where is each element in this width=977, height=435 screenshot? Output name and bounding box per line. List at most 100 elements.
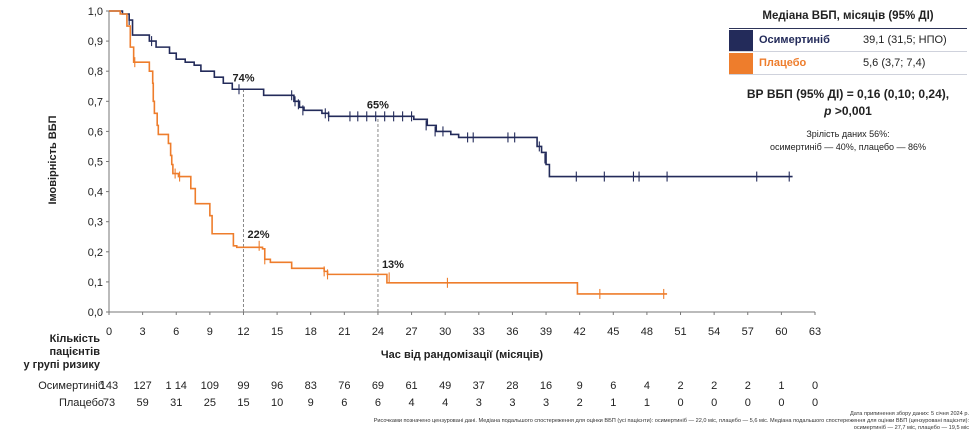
reference-annotation: 22%	[247, 229, 269, 241]
risk-value: 2	[677, 380, 683, 392]
y-tick-label: 0,4	[88, 187, 103, 199]
osimertinib-curve	[109, 10, 793, 178]
hr-line-1: ВР ВБП (95% ДІ) = 0,16 (0,10; 0,24),	[746, 87, 950, 101]
y-tick-label: 1,0	[88, 6, 103, 18]
placebo-curve	[109, 10, 668, 295]
risk-row-label: Осимертиніб	[38, 380, 104, 392]
risk-value: 1 14	[166, 380, 187, 392]
hr-p-value: >0,001	[831, 104, 872, 118]
risk-value: 16	[540, 380, 552, 392]
x-tick-label: 60	[775, 326, 787, 338]
x-tick-label: 39	[540, 326, 552, 338]
x-tick-label: 21	[338, 326, 350, 338]
legend-value-osimertinib: 39,1 (31,5; НПО)	[863, 34, 947, 46]
risk-value: 9	[308, 397, 314, 409]
risk-value: 109	[201, 380, 219, 392]
legend-value-placebo: 5,6 (3,7; 7,4)	[863, 57, 926, 69]
risk-value: 2	[577, 397, 583, 409]
data-maturity: Зрілість даних 56%: осимертиніб — 40%, п…	[730, 128, 966, 154]
risk-value: 28	[506, 380, 518, 392]
risk-value: 0	[778, 397, 784, 409]
x-tick-label: 0	[106, 326, 112, 338]
risk-value: 6	[375, 397, 381, 409]
footnote-line-1: Дата припинення збору даних: 5 січня 202…	[850, 411, 969, 417]
risk-value: 61	[405, 380, 417, 392]
legend-row-placebo: Плацебо 5,6 (3,7; 7,4)	[729, 52, 967, 75]
y-tick-label: 0,3	[88, 217, 103, 229]
risk-value: 127	[133, 380, 151, 392]
risk-value: 4	[644, 380, 650, 392]
hr-line-2: p >0,001	[730, 103, 966, 120]
risk-value: 0	[745, 397, 751, 409]
risk-value: 83	[305, 380, 317, 392]
risk-value: 1	[778, 380, 784, 392]
y-tick-label: 0,6	[88, 126, 103, 138]
x-tick-label: 9	[207, 326, 213, 338]
risk-value: 3	[543, 397, 549, 409]
series-layer	[109, 10, 793, 299]
hazard-ratio: ВР ВБП (95% ДІ) = 0,16 (0,10; 0,24), p >…	[730, 86, 966, 120]
risk-row-label: Плацебо	[59, 397, 104, 409]
y-tick-label: 0,2	[88, 247, 103, 259]
risk-value: 4	[442, 397, 448, 409]
x-tick-label: 15	[271, 326, 283, 338]
risk-value: 49	[439, 380, 451, 392]
y-tick-label: 0,8	[88, 66, 103, 78]
x-tick-label: 3	[140, 326, 146, 338]
x-tick-label: 48	[641, 326, 653, 338]
tick-labels: 0,00,10,20,30,40,50,60,70,80,91,00 3 6 9 12 1…	[88, 6, 821, 338]
legend-swatch-placebo	[729, 52, 753, 74]
y-tick-label: 0,9	[88, 36, 103, 48]
footnote-line-3: осимертиніб — 27,7 міс, плацебо — 19,5 м…	[853, 425, 969, 431]
y-tick-label: 0,5	[88, 157, 103, 169]
risk-value: 69	[372, 380, 384, 392]
reference-annotation: 13%	[382, 259, 404, 271]
y-tick-label: 0,1	[88, 277, 103, 289]
reference-lines: 74% 22% 65% 13%	[232, 72, 404, 312]
maturity-line-2: осимертиніб — 40%, плацебо — 86%	[769, 142, 927, 152]
y-axis-label: Імовірність ВБП	[47, 115, 59, 204]
risk-header-line-2: пацієнтів	[49, 346, 100, 358]
risk-value: 0	[677, 397, 683, 409]
risk-value: 3	[476, 397, 482, 409]
risk-value: 1	[644, 397, 650, 409]
x-tick-label: 57	[742, 326, 754, 338]
risk-value: 25	[204, 397, 216, 409]
x-tick-label: 12	[237, 326, 249, 338]
risk-value: 59	[136, 397, 148, 409]
axes	[106, 10, 816, 315]
risk-value: 143	[100, 380, 118, 392]
x-tick-label: 18	[305, 326, 317, 338]
x-tick-label: 42	[574, 326, 586, 338]
risk-value: 15	[237, 397, 249, 409]
footnotes: Дата припинення збору даних: 5 січня 202…	[374, 411, 969, 432]
risk-value: 99	[237, 380, 249, 392]
risk-value: 6	[341, 397, 347, 409]
hr-p-symbol: p	[824, 104, 832, 118]
reference-annotation: 74%	[232, 72, 254, 84]
x-tick-label: 54	[708, 326, 720, 338]
x-tick-label: 33	[473, 326, 485, 338]
x-tick-label: 24	[372, 326, 384, 338]
x-tick-label: 51	[674, 326, 686, 338]
risk-value: 0	[812, 380, 818, 392]
risk-table-header: Кількість пацієнтів у групі ризику	[22, 333, 100, 372]
reference-annotation: 65%	[367, 99, 389, 111]
risk-value: 37	[473, 380, 485, 392]
x-tick-label: 30	[439, 326, 451, 338]
maturity-line-1: Зрілість даних 56%:	[806, 129, 890, 139]
footnote-line-2: Рисочками позначено цензуровані дані. Ме…	[373, 418, 969, 424]
risk-header-line-3: у групі ризику	[23, 359, 100, 371]
x-tick-label: 6	[173, 326, 179, 338]
risk-value: 1	[610, 397, 616, 409]
risk-value: 31	[170, 397, 182, 409]
legend-swatch-osimertinib	[729, 29, 753, 51]
x-tick-label: 63	[809, 326, 821, 338]
x-tick-label: 45	[607, 326, 619, 338]
legend: Медіана ВБП, місяців (95% ДІ) Осимертині…	[729, 6, 967, 75]
y-tick-label: 0,0	[88, 307, 103, 319]
risk-value: 6	[610, 380, 616, 392]
risk-value: 9	[577, 380, 583, 392]
